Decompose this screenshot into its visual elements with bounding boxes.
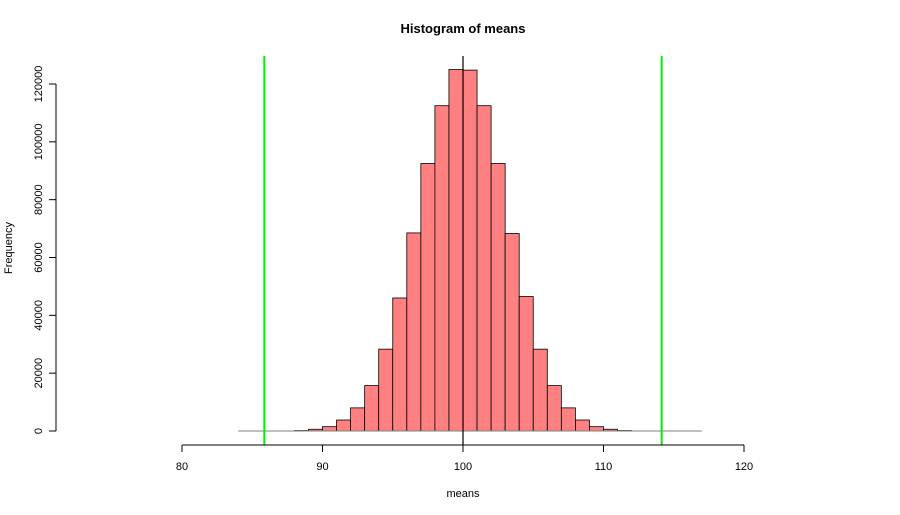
y-tick-label: 60000 <box>33 242 45 273</box>
histogram-bar <box>350 407 366 432</box>
y-tick-label: 40000 <box>33 300 45 331</box>
histogram-bar <box>575 419 590 432</box>
reference-lines-group <box>263 56 663 445</box>
histogram-bar <box>420 163 436 432</box>
x-tick-label: 80 <box>176 461 188 473</box>
x-axis: 80 90 100 110 120 <box>176 444 753 473</box>
histogram-bar <box>589 426 604 432</box>
histogram-bar <box>560 407 576 432</box>
y-tick-label: 0 <box>33 428 45 434</box>
histogram-bar <box>462 69 478 432</box>
bars-group <box>279 69 647 432</box>
x-tick-label: 120 <box>735 461 753 473</box>
histogram-bar <box>546 385 562 432</box>
histogram-bar <box>336 419 351 432</box>
y-tick-label: 20000 <box>33 358 45 389</box>
histogram-bar <box>504 233 520 432</box>
x-tick-label: 100 <box>454 461 472 473</box>
y-tick-label: 120000 <box>33 66 45 103</box>
histogram-bar <box>434 105 450 432</box>
y-tick-label: 100000 <box>33 123 45 160</box>
histogram-bar <box>518 296 534 432</box>
histogram-bar <box>448 69 464 432</box>
histogram-bar <box>392 297 408 432</box>
x-tick-label: 110 <box>595 461 613 473</box>
y-tick-label: 80000 <box>33 184 45 215</box>
histogram-bar <box>406 232 422 432</box>
histogram-bar <box>378 348 394 432</box>
x-tick-label: 90 <box>316 461 328 473</box>
histogram-bar <box>532 348 548 432</box>
histogram-bar <box>490 163 506 432</box>
y-axis-title: Frequency <box>3 222 15 274</box>
x-axis-title: means <box>446 488 480 500</box>
histogram-bar <box>476 105 492 432</box>
y-axis: 0 20000 40000 60000 80000 100000 120000 <box>33 66 57 434</box>
chart-title: Histogram of means <box>401 21 526 36</box>
histogram-bar <box>322 426 337 432</box>
histogram-bar <box>364 385 380 432</box>
